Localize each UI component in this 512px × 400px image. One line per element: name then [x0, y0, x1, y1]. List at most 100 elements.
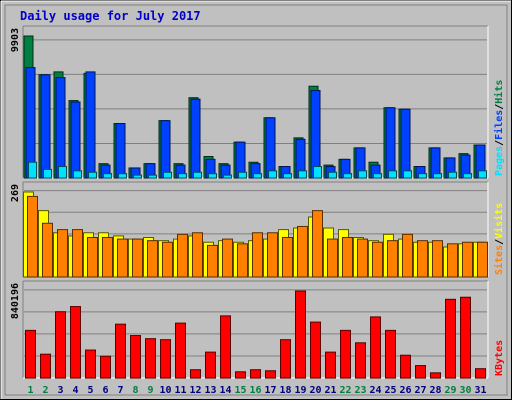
- bar-kbytes: [55, 311, 66, 379]
- bar-pages: [28, 161, 37, 179]
- bar-sites: [192, 232, 203, 278]
- x-tick-label: 14: [219, 385, 231, 396]
- bar-sites: [87, 237, 98, 278]
- bar-kbytes: [25, 329, 36, 379]
- bar-files: [190, 98, 201, 179]
- bar-pages: [448, 171, 457, 179]
- x-tick-label: 22: [339, 385, 351, 396]
- legend-item: Files: [493, 110, 505, 140]
- max-value-label: 840196: [10, 283, 21, 319]
- bar-sites: [387, 240, 398, 278]
- bar-kbytes: [190, 369, 201, 379]
- bar-sites: [342, 237, 353, 278]
- bar-kbytes: [325, 351, 336, 379]
- bar-pages: [283, 173, 292, 179]
- x-tick-label: 20: [309, 385, 321, 396]
- x-tick-label: 15: [234, 385, 246, 396]
- bar-sites: [372, 241, 383, 278]
- x-tick-label: 12: [189, 385, 201, 396]
- bar-kbytes: [130, 335, 141, 379]
- bar-sites: [462, 241, 473, 278]
- bar-sites: [132, 238, 143, 278]
- bar-sites: [102, 237, 113, 278]
- bar-sites: [417, 240, 428, 278]
- bar-kbytes: [40, 353, 51, 379]
- bar-kbytes: [115, 323, 126, 379]
- bar-pages: [328, 171, 337, 179]
- bar-kbytes: [145, 338, 156, 379]
- bar-pages: [463, 173, 472, 179]
- bar-pages: [223, 174, 232, 179]
- bar-kbytes: [295, 290, 306, 379]
- chart-panels: 9903Pages/Files/Hits269Sites/Visits84019…: [10, 25, 505, 379]
- x-axis-labels: 1 2 3 4 5 6 7 8 9 10 11 12 13 14 15 16 17 18 19 20 21 22 23 24 2…: [27, 385, 486, 396]
- bar-kbytes: [370, 316, 381, 379]
- bar-sites: [402, 233, 413, 278]
- bar-files: [310, 90, 321, 179]
- bar-pages: [88, 171, 97, 179]
- x-tick-label: 7: [117, 385, 123, 396]
- bar-sites: [297, 225, 308, 278]
- bar-files: [385, 107, 396, 179]
- x-tick-label: 31: [474, 385, 486, 396]
- bar-pages: [58, 166, 67, 179]
- x-tick-label: 30: [459, 385, 471, 396]
- x-tick-label: 3: [57, 385, 63, 396]
- legend-item: KBytes: [494, 340, 505, 376]
- bar-files: [55, 77, 66, 179]
- bar-sites: [252, 232, 263, 278]
- bar-kbytes: [475, 368, 486, 379]
- legend-item: Hits: [493, 80, 505, 104]
- x-tick-label: 29: [444, 385, 456, 396]
- bar-pages: [253, 173, 262, 179]
- bar-files: [40, 74, 51, 179]
- x-tick-label: 16: [249, 385, 261, 396]
- bar-sites: [267, 232, 278, 278]
- bar-sites: [162, 241, 173, 278]
- bar-kbytes: [220, 315, 231, 379]
- bar-kbytes: [235, 371, 246, 379]
- bar-pages: [208, 173, 217, 179]
- bar-kbytes: [70, 306, 81, 379]
- bar-pages: [238, 171, 247, 179]
- inner-frame: [4, 4, 508, 396]
- x-tick-label: 10: [159, 385, 171, 396]
- x-tick-label: 11: [174, 385, 186, 396]
- legend-item: Sites: [493, 245, 505, 275]
- bar-sites: [57, 229, 68, 278]
- bar-sites: [447, 243, 458, 278]
- x-tick-label: 24: [369, 385, 381, 396]
- bar-pages: [388, 170, 397, 179]
- bar-pages: [178, 173, 187, 179]
- bar-sites: [432, 240, 443, 278]
- x-tick-label: 8: [132, 385, 138, 396]
- bar-sites: [147, 240, 158, 278]
- bar-kbytes: [460, 296, 471, 379]
- bar-pages: [103, 173, 112, 179]
- x-tick-label: 6: [102, 385, 108, 396]
- bar-kbytes: [430, 372, 441, 379]
- legend-item: /: [494, 104, 505, 110]
- visits-panel: 269 Sites/Visits: [10, 181, 505, 278]
- bar-kbytes: [340, 329, 351, 379]
- legend: Pages/Files/Hits: [493, 80, 505, 176]
- max-value-label: 269: [10, 184, 21, 202]
- bar-pages: [373, 173, 382, 179]
- bar-sites: [177, 233, 188, 278]
- x-tick-label: 28: [429, 385, 441, 396]
- x-tick-label: 13: [204, 385, 216, 396]
- x-tick-label: 25: [384, 385, 396, 396]
- bar-pages: [298, 170, 307, 179]
- x-tick-label: 9: [147, 385, 153, 396]
- bar-files: [70, 101, 81, 179]
- x-tick-label: 23: [354, 385, 366, 396]
- bar-sites: [27, 195, 38, 278]
- bar-kbytes: [100, 355, 111, 379]
- legend-item: Pages: [494, 146, 505, 176]
- bar-sites: [207, 244, 218, 278]
- legend-item: Visits: [493, 203, 505, 239]
- bar-kbytes: [385, 329, 396, 379]
- bar-kbytes: [160, 339, 171, 379]
- legend-item: /: [494, 239, 505, 245]
